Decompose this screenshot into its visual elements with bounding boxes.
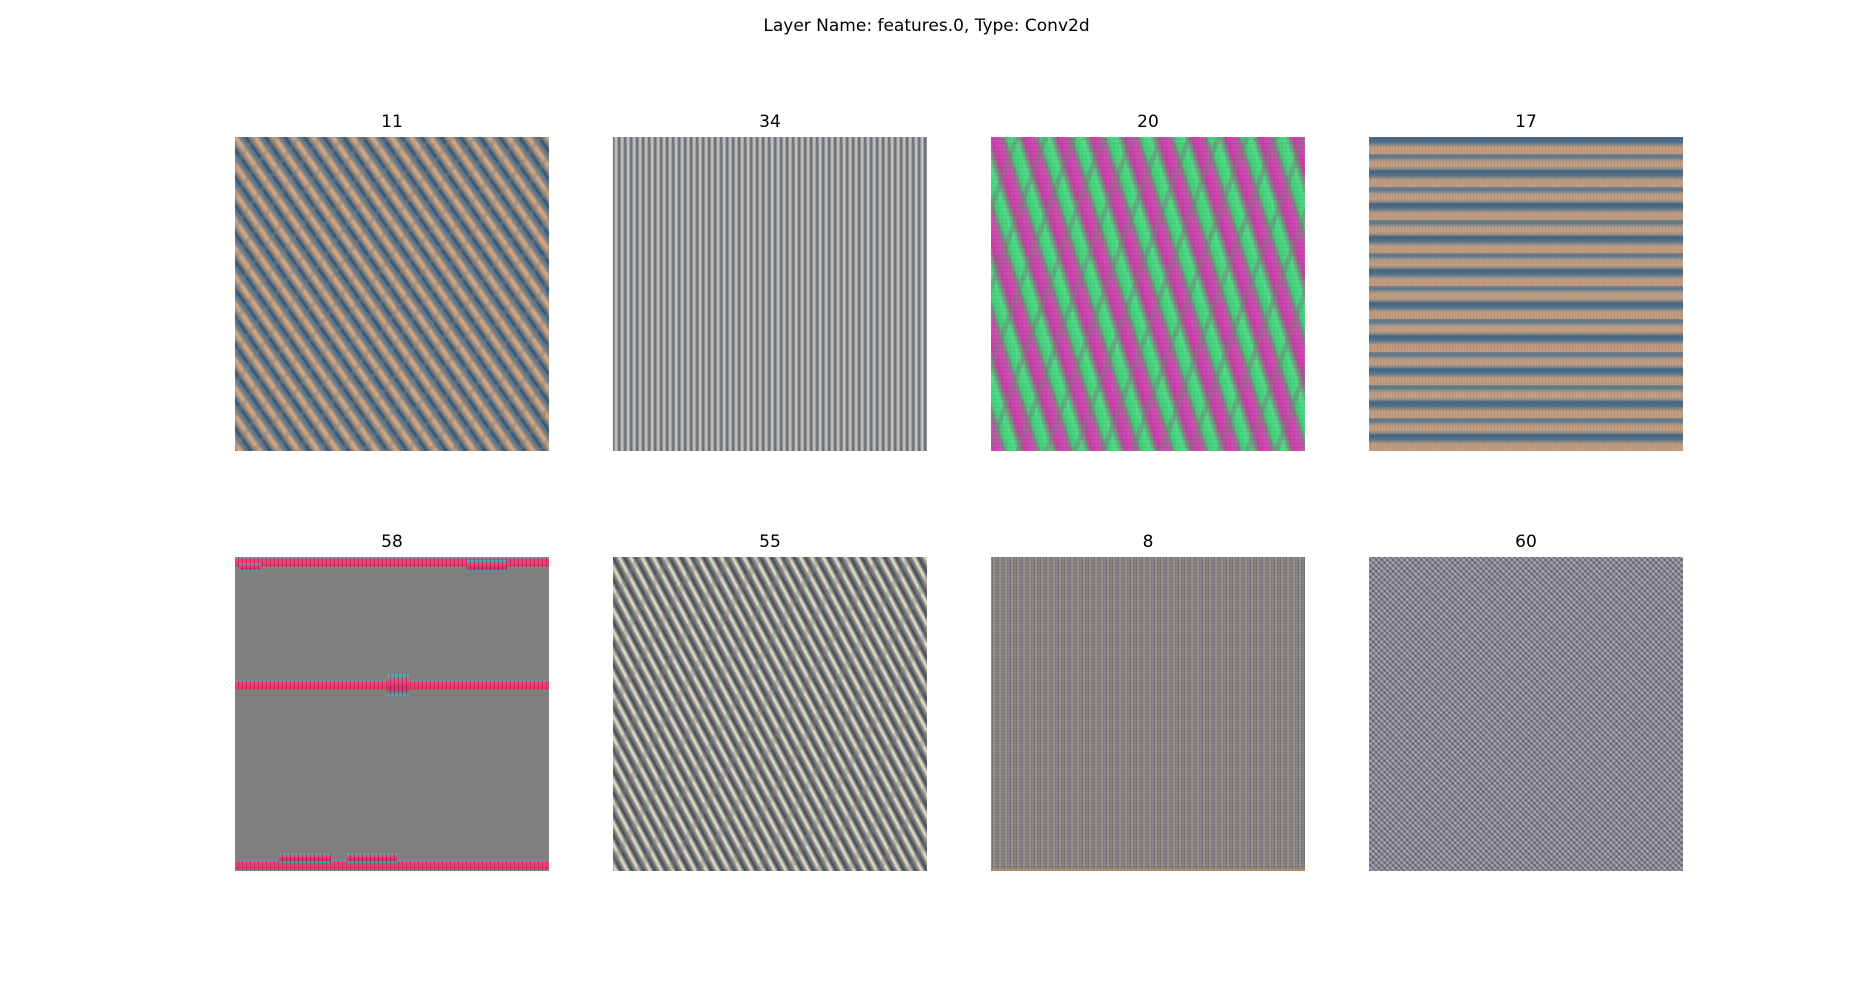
panel-image-8: [991, 557, 1305, 871]
panel-title-11: 11: [381, 112, 403, 132]
panel-image-17: [1369, 137, 1683, 451]
panel-image-55: [613, 557, 927, 871]
panel-image-58: [235, 557, 549, 871]
pink-blob-top-left: [239, 563, 261, 571]
panel-image-60: [1369, 557, 1683, 871]
panel-image-34: [613, 137, 927, 451]
pink-blob-top-right: [467, 560, 507, 572]
pink-blob-bottom-right: [347, 853, 397, 863]
panel-image-11: [235, 137, 549, 451]
pink-bar-bottom: [235, 860, 549, 871]
panel-title-34: 34: [759, 112, 781, 132]
pink-blob-middle: [387, 674, 409, 696]
panel-image-20: [991, 137, 1305, 451]
figure-title: Layer Name: features.0, Type: Conv2d: [763, 16, 1090, 36]
panel-title-20: 20: [1137, 112, 1159, 132]
pink-blob-bottom-left: [279, 853, 331, 863]
panel-title-60: 60: [1515, 532, 1537, 552]
panel-title-58: 58: [381, 532, 403, 552]
panel-title-55: 55: [759, 532, 781, 552]
panel-title-17: 17: [1515, 112, 1537, 132]
panel-title-8: 8: [1142, 532, 1154, 552]
pink-bar-top: [235, 557, 549, 568]
